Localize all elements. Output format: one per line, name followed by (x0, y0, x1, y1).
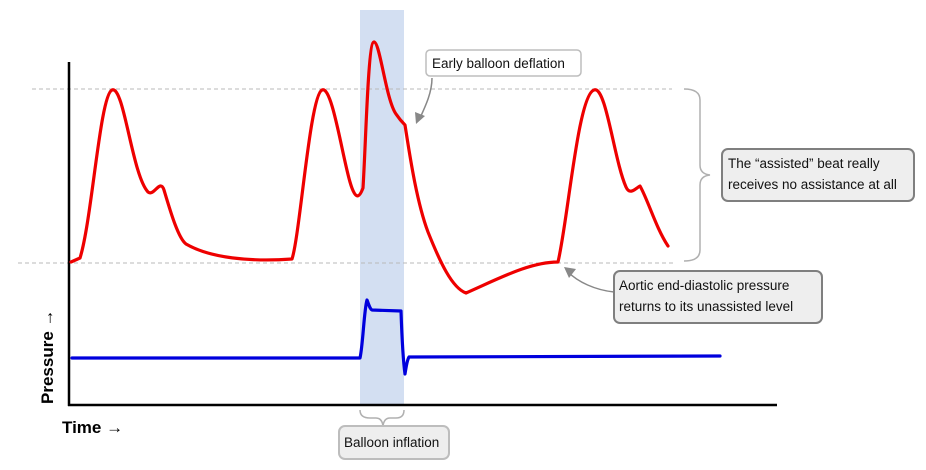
aedp-pointer (567, 271, 615, 293)
svg-text:Aortic end-diastolic pressure: Aortic end-diastolic pressure (619, 278, 789, 293)
aedp-arrowhead (564, 267, 576, 278)
aortic-pressure-waveform (69, 40, 670, 295)
aedp-callout: Aortic end-diastolic pressure returns to… (613, 270, 823, 324)
svg-text:receives no assistance at all: receives no assistance at all (728, 177, 897, 192)
early-deflation-callout: Early balloon deflation (425, 49, 582, 77)
svg-text:returns to its unassisted leve: returns to its unassisted level (619, 299, 793, 314)
assisted-beat-brace (683, 88, 711, 262)
assisted-beat-callout: The “assisted” beat really receives no a… (721, 148, 915, 202)
early-deflation-arrowhead (415, 112, 425, 124)
x-axis-label: Time → (62, 418, 123, 437)
early-deflation-pointer (419, 77, 433, 119)
svg-text:Early balloon deflation: Early balloon deflation (432, 56, 565, 71)
balloon-pressure-waveform (70, 298, 722, 376)
svg-text:Balloon inflation: Balloon inflation (344, 435, 439, 450)
svg-text:The “assisted” beat really: The “assisted” beat really (728, 156, 880, 171)
y-axis-label: Pressure → (38, 310, 57, 405)
balloon-inflation-callout: Balloon inflation (338, 425, 450, 460)
balloon-inflation-brace (359, 409, 405, 427)
